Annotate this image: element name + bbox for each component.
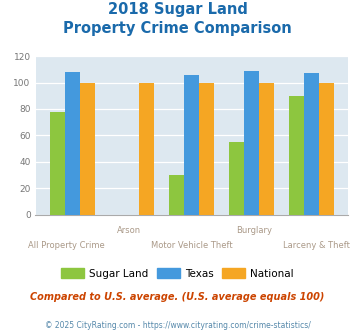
Legend: Sugar Land, Texas, National: Sugar Land, Texas, National	[57, 264, 298, 283]
Bar	[199, 82, 214, 214]
Bar	[229, 142, 244, 214]
Bar	[304, 73, 319, 214]
Bar	[140, 82, 154, 214]
Text: Burglary: Burglary	[236, 226, 272, 235]
Bar	[50, 112, 65, 214]
Text: Compared to U.S. average. (U.S. average equals 100): Compared to U.S. average. (U.S. average …	[30, 292, 325, 302]
Bar	[259, 82, 274, 214]
Bar	[244, 71, 259, 215]
Text: Property Crime Comparison: Property Crime Comparison	[63, 21, 292, 36]
Text: 2018 Sugar Land: 2018 Sugar Land	[108, 2, 247, 16]
Text: Arson: Arson	[117, 226, 141, 235]
Bar	[319, 82, 334, 214]
Bar	[80, 82, 94, 214]
Text: © 2025 CityRating.com - https://www.cityrating.com/crime-statistics/: © 2025 CityRating.com - https://www.city…	[45, 321, 310, 330]
Text: All Property Crime: All Property Crime	[28, 241, 105, 250]
Bar	[184, 75, 199, 214]
Text: Larceny & Theft: Larceny & Theft	[283, 241, 350, 250]
Text: Motor Vehicle Theft: Motor Vehicle Theft	[151, 241, 233, 250]
Bar	[169, 175, 184, 214]
Bar	[65, 72, 80, 215]
Bar	[289, 96, 304, 214]
